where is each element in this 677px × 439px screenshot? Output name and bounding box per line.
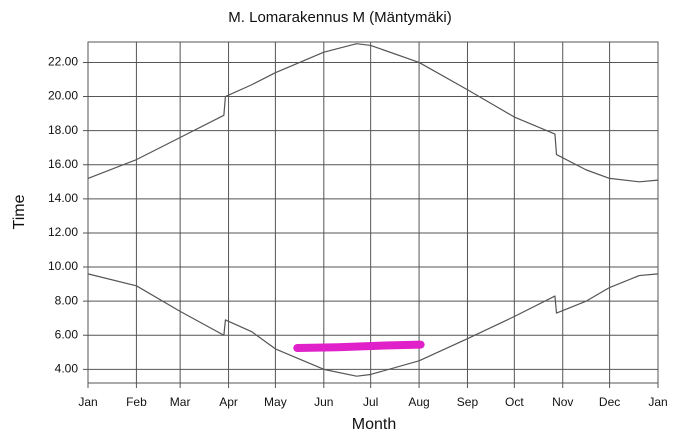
x-axis-label: Month (352, 416, 396, 433)
series-line (87, 273, 659, 377)
x-tick-label: Jun (314, 395, 333, 409)
y-tick-label: 16.00 (48, 157, 78, 171)
y-tick-label: 20.00 (48, 89, 78, 103)
y-tick-label: 6.00 (55, 327, 79, 341)
x-tick-label: May (264, 395, 287, 409)
x-tick-label: Oct (505, 395, 524, 409)
y-axis-label: Time (11, 194, 28, 229)
x-tick-label: Dec (599, 395, 620, 409)
x-tick-label: Mar (170, 395, 191, 409)
x-tick-label: Apr (219, 395, 238, 409)
series-line (293, 340, 425, 353)
x-tick-label: Aug (408, 395, 429, 409)
y-tick-label: 18.00 (48, 123, 78, 137)
chart-title: M. Lomarakennus M (Mäntymäki) (228, 9, 451, 26)
series-line (87, 43, 659, 183)
y-tick-label: 4.00 (55, 362, 79, 376)
x-tick-label: Nov (552, 395, 573, 409)
x-tick-label: Jan (648, 395, 667, 409)
y-tick-label: 12.00 (48, 225, 78, 239)
y-tick-label: 8.00 (55, 293, 79, 307)
y-tick-label: 22.00 (48, 55, 78, 69)
plot-frame (87, 41, 659, 384)
x-tick-label: Jan (78, 395, 97, 409)
y-tick-label: 10.00 (48, 259, 78, 273)
x-tick-label: Sep (457, 395, 479, 409)
x-tick-label: Jul (363, 395, 378, 409)
y-tick-label: 14.00 (48, 191, 78, 205)
x-tick-label: Feb (126, 395, 147, 409)
